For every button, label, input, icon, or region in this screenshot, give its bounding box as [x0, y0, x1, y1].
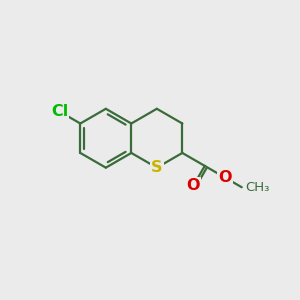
Text: O: O	[218, 170, 232, 185]
Text: O: O	[187, 178, 200, 193]
Text: Cl: Cl	[51, 104, 68, 119]
Text: S: S	[151, 160, 163, 175]
Text: CH₃: CH₃	[245, 181, 270, 194]
